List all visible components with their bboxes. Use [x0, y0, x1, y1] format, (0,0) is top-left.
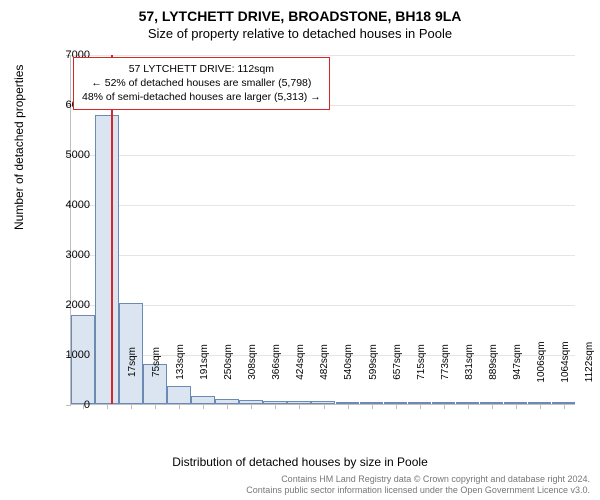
- x-tick: [155, 404, 156, 409]
- x-tick: [324, 404, 325, 409]
- y-tick-label: 2000: [35, 299, 90, 311]
- x-tick: [420, 404, 421, 409]
- footer-credits: Contains HM Land Registry data © Crown c…: [246, 474, 590, 497]
- x-tick: [299, 404, 300, 409]
- x-tick: [372, 404, 373, 409]
- histogram-bar: [191, 396, 215, 405]
- x-tick: [348, 404, 349, 409]
- histogram-bar: [167, 386, 191, 404]
- gridline: [71, 55, 575, 56]
- footer-line-1: Contains HM Land Registry data © Crown c…: [246, 474, 590, 485]
- footer-line-2: Contains public sector information licen…: [246, 485, 590, 496]
- chart-title: 57, LYTCHETT DRIVE, BROADSTONE, BH18 9LA: [0, 0, 600, 24]
- x-tick: [275, 404, 276, 409]
- gridline: [71, 255, 575, 256]
- x-tick: [131, 404, 132, 409]
- x-tick: [227, 404, 228, 409]
- x-tick: [251, 404, 252, 409]
- x-tick: [468, 404, 469, 409]
- annotation-line-2: ← 52% of detached houses are smaller (5,…: [82, 76, 321, 90]
- y-tick-label: 0: [35, 399, 90, 411]
- annotation-line-1: 57 LYTCHETT DRIVE: 112sqm: [82, 62, 321, 76]
- x-tick-label: 1180sqm: [563, 342, 600, 382]
- x-tick: [179, 404, 180, 409]
- x-axis-label: Distribution of detached houses by size …: [0, 455, 600, 469]
- y-tick-label: 5000: [35, 149, 90, 161]
- gridline: [71, 305, 575, 306]
- chart-container: 57, LYTCHETT DRIVE, BROADSTONE, BH18 9LA…: [0, 0, 600, 500]
- y-tick-label: 4000: [35, 199, 90, 211]
- gridline: [71, 155, 575, 156]
- gridline: [71, 205, 575, 206]
- x-tick: [492, 404, 493, 409]
- y-tick-label: 3000: [35, 249, 90, 261]
- y-axis-label: Number of detached properties: [12, 65, 26, 230]
- x-tick: [564, 404, 565, 409]
- x-tick: [396, 404, 397, 409]
- x-tick: [516, 404, 517, 409]
- x-tick: [107, 404, 108, 409]
- annotation-line-3: 48% of semi-detached houses are larger (…: [82, 90, 321, 104]
- annotation-box: 57 LYTCHETT DRIVE: 112sqm ← 52% of detac…: [73, 57, 330, 110]
- x-tick: [540, 404, 541, 409]
- x-tick: [203, 404, 204, 409]
- x-tick: [444, 404, 445, 409]
- chart-subtitle: Size of property relative to detached ho…: [0, 24, 600, 41]
